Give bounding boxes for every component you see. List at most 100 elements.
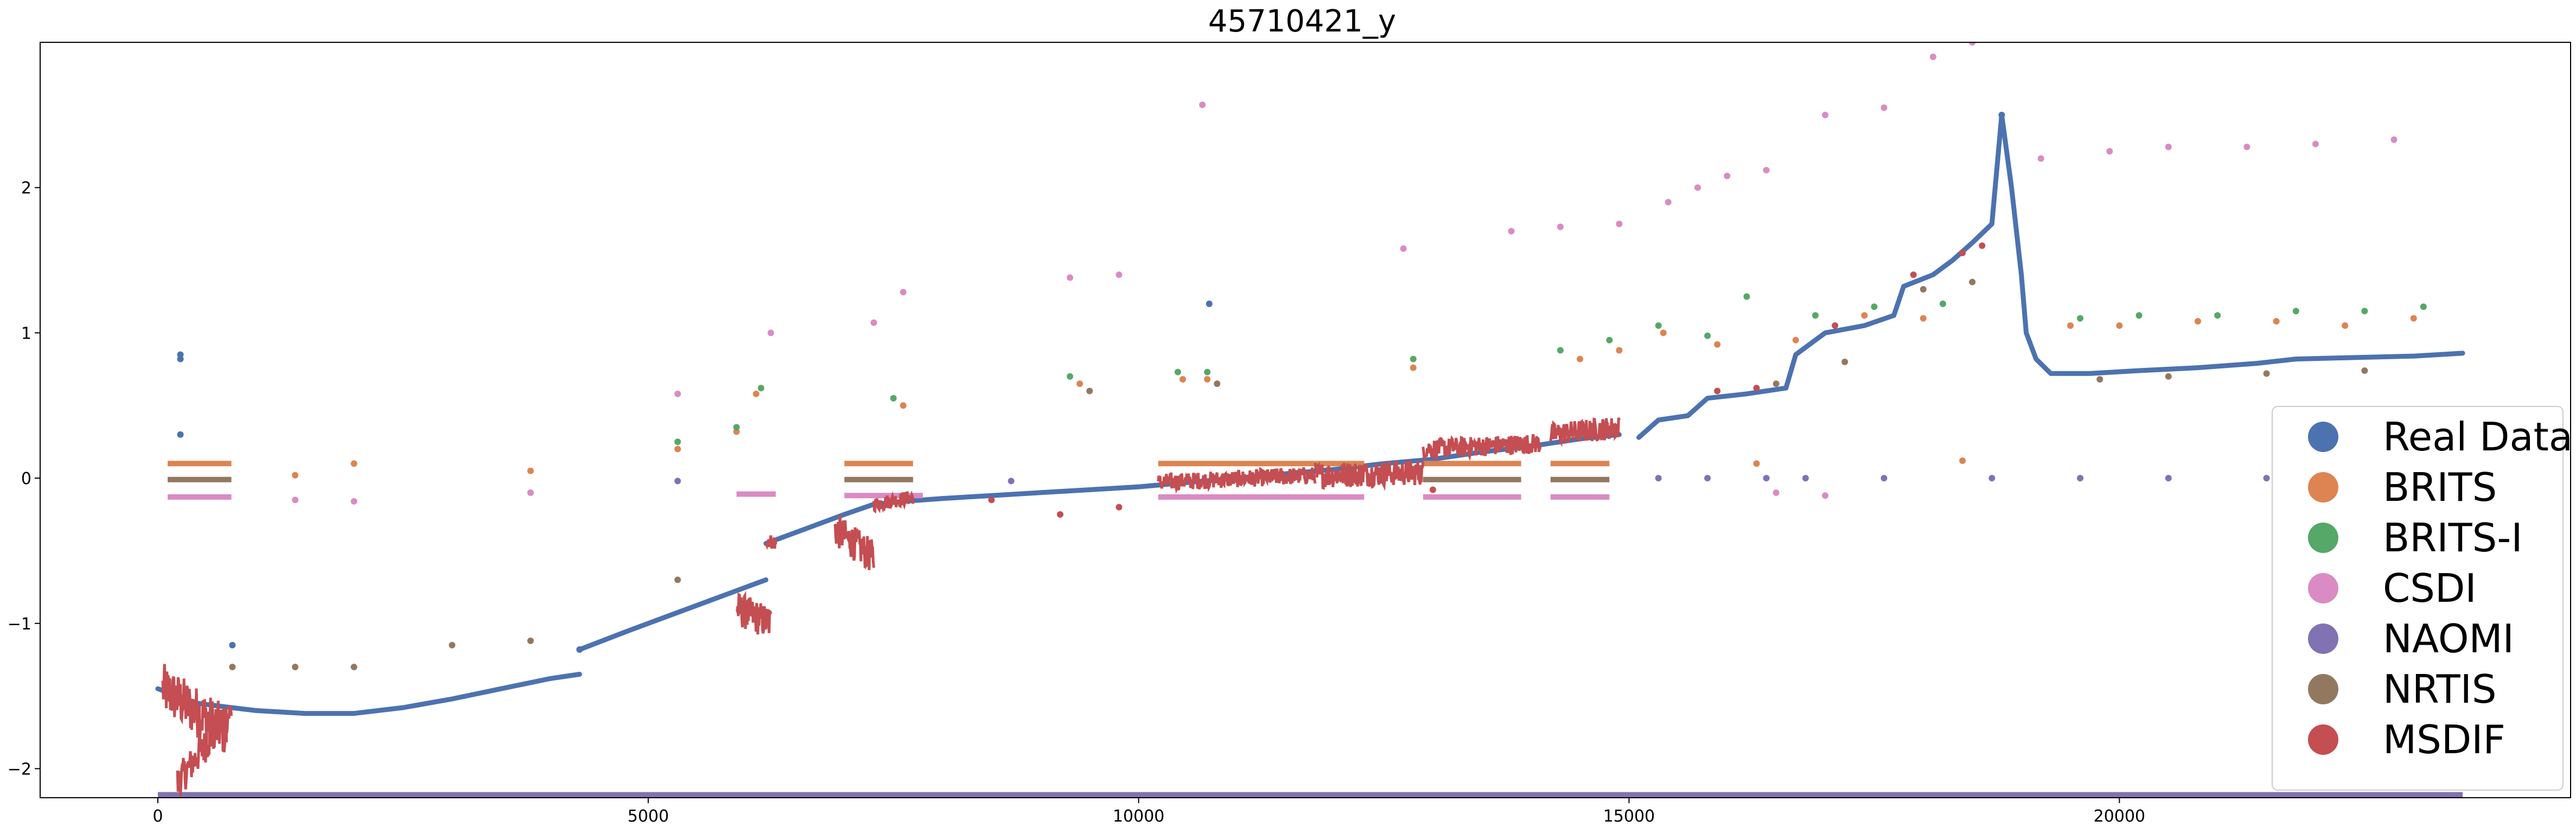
y-tick-label: 2 — [21, 179, 31, 198]
series-noise — [736, 590, 773, 635]
legend-marker — [2308, 523, 2338, 553]
data-point — [1871, 303, 1878, 310]
x-tick-label: 20000 — [2094, 807, 2145, 826]
data-point — [1880, 475, 1888, 482]
data-point — [1400, 472, 1407, 479]
x-tick-label: 0 — [152, 807, 163, 826]
data-point — [2361, 308, 2368, 315]
series-noise — [176, 705, 233, 797]
series-line — [155, 672, 582, 716]
legend-label: NRTIS — [2383, 666, 2497, 712]
data-point — [1660, 329, 1667, 336]
data-point — [733, 424, 740, 431]
data-point — [1694, 184, 1701, 191]
data-point — [1430, 486, 1437, 493]
data-point — [1199, 101, 1206, 109]
data-point — [1557, 347, 1564, 354]
data-point — [1400, 245, 1407, 252]
series-line — [577, 577, 769, 652]
data-point — [1920, 315, 1927, 322]
data-point — [2165, 373, 2172, 380]
data-point — [1959, 457, 1966, 464]
data-point — [2037, 155, 2044, 162]
data-point — [988, 497, 995, 504]
series-line — [1636, 112, 2465, 440]
data-point — [900, 402, 907, 409]
data-point — [1714, 387, 1721, 395]
data-point — [2243, 143, 2250, 150]
data-point — [1655, 322, 1662, 329]
data-point — [2292, 308, 2299, 315]
data-point — [753, 390, 760, 397]
data-point — [1179, 376, 1187, 383]
data-point — [1822, 492, 1829, 499]
data-point — [350, 460, 358, 467]
x-axis: 0 5000 10000 15000 20000 — [152, 798, 2145, 826]
data-point — [1929, 53, 1936, 60]
data-point — [2096, 376, 2103, 383]
y-tick-label: 1 — [21, 324, 31, 343]
data-point — [1067, 274, 1074, 281]
series-noise — [161, 664, 228, 753]
data-point — [350, 664, 358, 671]
data-point — [177, 355, 184, 362]
data-point — [1206, 300, 1213, 307]
data-point — [1822, 111, 1829, 118]
data-point — [527, 489, 534, 496]
data-point — [2165, 475, 2172, 482]
series-brits-i — [674, 293, 2427, 446]
data-point — [1410, 364, 1417, 371]
data-point — [1763, 167, 1770, 174]
data-point — [2106, 148, 2113, 155]
data-point — [674, 438, 681, 446]
data-point — [1988, 475, 1995, 482]
y-tick-label: 0 — [21, 469, 31, 488]
data-point — [1577, 355, 1584, 362]
data-point — [674, 446, 681, 453]
data-point — [449, 641, 456, 648]
series-layer — [155, 42, 2465, 798]
data-point — [2312, 141, 2319, 148]
series-real-data — [155, 111, 2465, 716]
legend-label: BRITS — [2383, 465, 2497, 510]
legend-label: CSDI — [2383, 565, 2477, 611]
data-point — [1969, 42, 1976, 46]
data-point — [1714, 341, 1721, 348]
data-point — [1753, 460, 1760, 467]
data-point — [870, 319, 877, 326]
series-noise — [1157, 467, 1317, 494]
data-point — [1174, 368, 1181, 376]
series-nrtis — [168, 278, 2368, 671]
data-point — [1704, 332, 1711, 339]
data-point — [527, 637, 534, 644]
series-noise — [1421, 434, 1542, 462]
data-point — [1920, 286, 1927, 293]
data-point — [2135, 312, 2143, 319]
series-brits — [168, 312, 2417, 479]
data-point — [674, 390, 681, 397]
series-msdif — [161, 242, 1986, 797]
data-point — [2420, 303, 2427, 310]
data-point — [757, 385, 764, 392]
x-tick-label: 15000 — [1603, 807, 1655, 826]
data-point — [1214, 380, 1221, 387]
data-point — [1753, 385, 1760, 392]
data-point — [2390, 136, 2398, 143]
data-point — [1704, 475, 1711, 482]
data-point — [2263, 475, 2270, 482]
data-point — [1655, 475, 1662, 482]
chart-title: 45710421_y — [1208, 4, 1396, 39]
data-point — [674, 478, 681, 485]
data-point — [1832, 322, 1839, 329]
data-point — [1880, 104, 1888, 111]
data-point — [229, 664, 236, 671]
series-noise — [1549, 417, 1621, 447]
legend-marker — [2308, 573, 2338, 603]
data-point — [1792, 336, 1799, 343]
data-point — [1959, 250, 1966, 257]
data-point — [2410, 315, 2417, 322]
data-point — [1115, 271, 1123, 278]
data-point — [2361, 367, 2368, 374]
